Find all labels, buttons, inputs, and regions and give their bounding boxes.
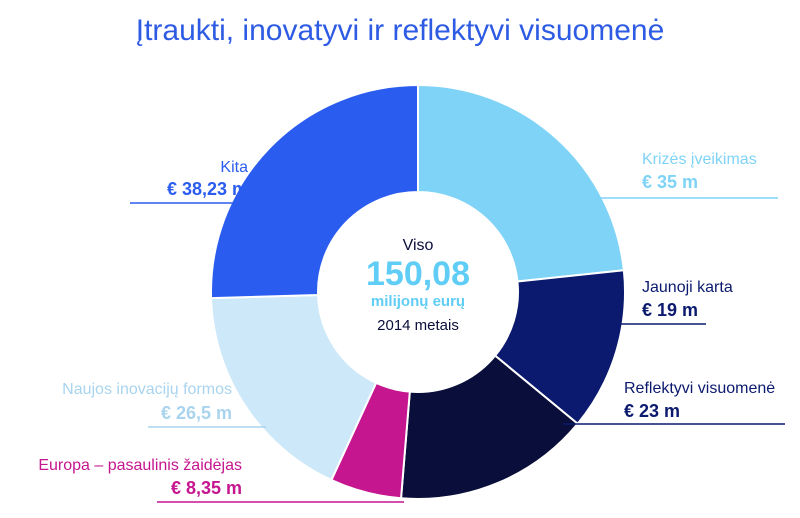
chart-title: Įtraukti, inovatyvi ir reflektyvi visuom…: [135, 14, 665, 47]
slice-name-4: Europa – pasaulinis žaidėjas: [38, 457, 242, 474]
slice-value-3: € 23 m: [624, 401, 680, 421]
slice-value-4: € 8,35 m: [171, 478, 242, 498]
slice-name-1: Krizės įveikimas: [642, 151, 757, 168]
slice-name-6: Kita: [220, 159, 248, 176]
center-label-viso: Viso: [403, 237, 434, 254]
slice-name-2: Jaunoji karta: [642, 279, 733, 296]
center-year: 2014 metais: [377, 317, 459, 334]
slice-value-2: € 19 m: [642, 300, 698, 320]
center-total: 150,08: [366, 255, 470, 293]
slice-6: [210, 83, 419, 300]
slice-value-6: € 38,23 m: [167, 179, 248, 199]
slice-value-5: € 26,5 m: [161, 403, 232, 423]
center-unit: milijonų eurų: [371, 293, 465, 310]
slice-name-5: Naujos inovacijų formos: [62, 381, 232, 398]
slice-value-1: € 35 m: [642, 172, 698, 192]
slice-name-3: Reflektyvi visuomenė: [624, 380, 775, 397]
donut-hole: [318, 192, 518, 392]
